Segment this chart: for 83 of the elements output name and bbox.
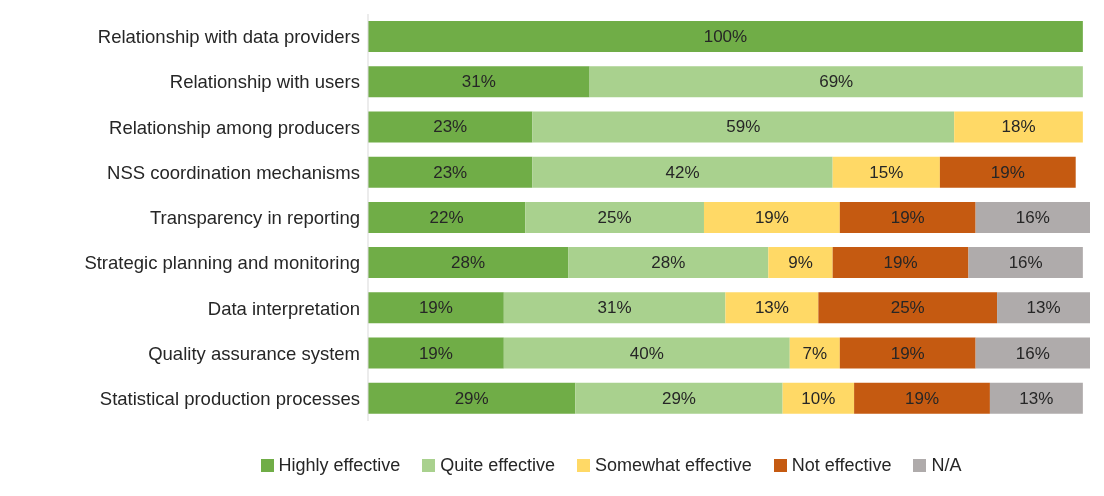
- bar: [975, 201, 1090, 233]
- data-label: 69%: [819, 72, 854, 92]
- bar: [839, 337, 976, 369]
- bar: [589, 66, 1083, 98]
- bar: [368, 111, 533, 143]
- bar: [789, 337, 840, 369]
- bar: [368, 382, 576, 414]
- data-label: 23%: [433, 162, 468, 182]
- y-tick-label: Relationship among producers: [109, 116, 360, 138]
- data-label: 42%: [665, 162, 700, 182]
- data-label: 9%: [788, 253, 813, 273]
- bar: [368, 292, 504, 324]
- data-label: 19%: [890, 207, 925, 227]
- data-label: 16%: [1008, 253, 1043, 273]
- data-label: 29%: [661, 388, 696, 408]
- bar: [368, 156, 533, 188]
- legend-label: Quite effective: [440, 455, 555, 476]
- data-label: 59%: [726, 117, 761, 137]
- y-tick-label: Statistical production processes: [99, 387, 360, 409]
- y-tick-label: NSS coordination mechanisms: [107, 161, 360, 183]
- legend-label: Somewhat effective: [594, 455, 752, 476]
- bar: [768, 247, 833, 279]
- data-label: 31%: [461, 72, 496, 92]
- bar: [503, 292, 726, 324]
- bar: [575, 382, 783, 414]
- data-label: 23%: [433, 117, 468, 137]
- bar: [703, 201, 840, 233]
- data-label: 7%: [802, 343, 828, 363]
- data-label: 16%: [1015, 207, 1050, 227]
- bar: [532, 111, 955, 143]
- bar: [975, 337, 1090, 369]
- bar: [954, 111, 1083, 143]
- data-label: 13%: [1019, 388, 1054, 408]
- data-label: 13%: [754, 298, 789, 318]
- data-label: 100%: [703, 27, 748, 46]
- data-label: 22%: [429, 207, 464, 227]
- data-label: 19%: [904, 388, 940, 408]
- data-label: 10%: [801, 388, 836, 408]
- data-label: 19%: [754, 207, 789, 227]
- data-label: 29%: [454, 388, 489, 408]
- bar: [368, 66, 590, 98]
- data-label: 28%: [451, 253, 486, 273]
- bar: [568, 247, 769, 279]
- data-label: 19%: [418, 343, 453, 363]
- bar: [968, 247, 1083, 279]
- bar: [839, 201, 976, 233]
- data-label: 40%: [629, 343, 664, 363]
- y-tick-label: Strategic planning and monitoring: [84, 252, 360, 274]
- data-label: 15%: [869, 162, 904, 182]
- bar: [725, 292, 819, 324]
- bar: [368, 337, 504, 369]
- y-tick-label: Quality assurance system: [148, 342, 360, 364]
- bar: [532, 156, 833, 188]
- data-label: 31%: [597, 298, 632, 318]
- bar: [997, 292, 1090, 324]
- bar: [368, 21, 1083, 52]
- data-label: 19%: [418, 298, 453, 318]
- data-label: 19%: [883, 253, 918, 273]
- data-label: 25%: [597, 207, 632, 227]
- y-tick-label: Transparency in reporting: [149, 207, 360, 229]
- data-label: 19%: [990, 162, 1025, 182]
- data-label: 16%: [1015, 343, 1050, 363]
- bar: [525, 201, 704, 233]
- bar: [989, 382, 1083, 414]
- y-tick-label: Relationship with users: [169, 71, 360, 93]
- bar: [503, 337, 790, 369]
- bar: [854, 382, 990, 414]
- y-tick-label: Data interpretation: [207, 297, 360, 319]
- legend-label: Highly effective: [278, 455, 401, 476]
- bar: [832, 156, 940, 188]
- data-label: 13%: [1026, 298, 1061, 318]
- data-label: 18%: [1001, 117, 1036, 137]
- y-tick-label: Relationship with data providers: [97, 26, 360, 48]
- bar: [368, 201, 526, 233]
- legend-label: N/A: [931, 455, 962, 476]
- legend-label: Not effective: [791, 455, 892, 476]
- data-label: 28%: [651, 253, 686, 273]
- data-label: 19%: [890, 343, 925, 363]
- data-label: 25%: [890, 298, 925, 318]
- bar: [818, 292, 998, 324]
- bar: [832, 247, 969, 279]
- bar: [368, 247, 569, 279]
- bar: [939, 156, 1076, 188]
